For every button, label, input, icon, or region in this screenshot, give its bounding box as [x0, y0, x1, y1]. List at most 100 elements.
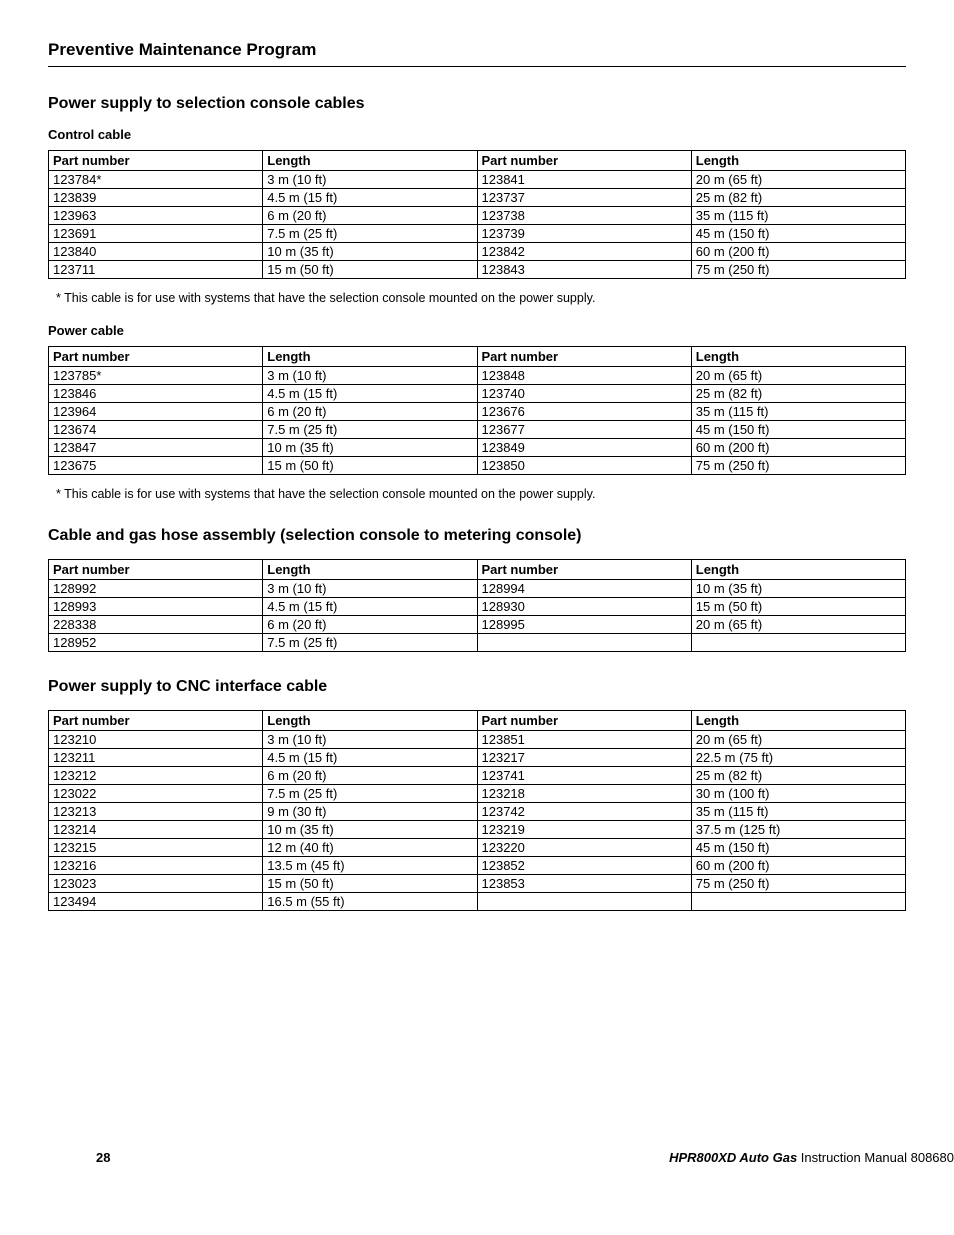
table-cell: 20 m (65 ft) — [691, 616, 905, 634]
table-cell: 123851 — [477, 731, 691, 749]
column-header: Length — [691, 151, 905, 171]
table-cell: 123849 — [477, 439, 691, 457]
table-cell: 123215 — [49, 839, 263, 857]
table-cell: 75 m (250 ft) — [691, 875, 905, 893]
table-cell: 25 m (82 ft) — [691, 767, 905, 785]
table-cell: 15 m (50 ft) — [263, 261, 477, 279]
table-cell: 123214 — [49, 821, 263, 839]
table-cell: 20 m (65 ft) — [691, 171, 905, 189]
table-cell: 123840 — [49, 243, 263, 261]
table-cell: 35 m (115 ft) — [691, 403, 905, 421]
page-footer: 28 HPR800XD Auto Gas Instruction Manual … — [96, 1150, 954, 1165]
table-cell: 10 m (35 ft) — [263, 439, 477, 457]
table-cell: 123853 — [477, 875, 691, 893]
subheading-power-cable: Power cable — [48, 323, 906, 338]
table-cell: 60 m (200 ft) — [691, 439, 905, 457]
column-header: Part number — [49, 711, 263, 731]
table-row: 12371115 m (50 ft)12384375 m (250 ft) — [49, 261, 906, 279]
table-cell: 128952 — [49, 634, 263, 652]
column-header: Length — [691, 560, 905, 580]
table-cell: 123784* — [49, 171, 263, 189]
table-row: 1236747.5 m (25 ft)12367745 m (150 ft) — [49, 421, 906, 439]
table-cell: 123494 — [49, 893, 263, 911]
section-title-cnc-cable: Power supply to CNC interface cable — [48, 678, 906, 696]
table-cell: 45 m (150 ft) — [691, 421, 905, 439]
table-cell: 123848 — [477, 367, 691, 385]
table-row: 1289934.5 m (15 ft)12893015 m (50 ft) — [49, 598, 906, 616]
table-row: 12349416.5 m (55 ft) — [49, 893, 906, 911]
table-cell: 123741 — [477, 767, 691, 785]
table-row: 1289527.5 m (25 ft) — [49, 634, 906, 652]
table-row: 12321512 m (40 ft)12322045 m (150 ft) — [49, 839, 906, 857]
column-header: Length — [691, 711, 905, 731]
table-cell: 123213 — [49, 803, 263, 821]
table-cell: 123211 — [49, 749, 263, 767]
table-cell: 123212 — [49, 767, 263, 785]
table-cell: 6 m (20 ft) — [263, 767, 477, 785]
column-header: Length — [691, 347, 905, 367]
table-cell: 4.5 m (15 ft) — [263, 189, 477, 207]
table-cell: 4.5 m (15 ft) — [263, 598, 477, 616]
table-cell: 35 m (115 ft) — [691, 803, 905, 821]
table-cell: 20 m (65 ft) — [691, 731, 905, 749]
table-row: 1239646 m (20 ft)12367635 m (115 ft) — [49, 403, 906, 421]
column-header: Part number — [477, 347, 691, 367]
column-header: Part number — [477, 711, 691, 731]
table-cell: 123963 — [49, 207, 263, 225]
table-cell: 9 m (30 ft) — [263, 803, 477, 821]
table-cell: 75 m (250 ft) — [691, 261, 905, 279]
table-row: 1238394.5 m (15 ft)12373725 m (82 ft) — [49, 189, 906, 207]
table-cell: 13.5 m (45 ft) — [263, 857, 477, 875]
table-row: 1239636 m (20 ft)12373835 m (115 ft) — [49, 207, 906, 225]
table-cell: 10 m (35 ft) — [263, 243, 477, 261]
table-row: 12321410 m (35 ft)12321937.5 m (125 ft) — [49, 821, 906, 839]
table-cell: 60 m (200 ft) — [691, 857, 905, 875]
table-cell: 128993 — [49, 598, 263, 616]
table-cell: 123738 — [477, 207, 691, 225]
table-cell: 123676 — [477, 403, 691, 421]
table-cell: 228338 — [49, 616, 263, 634]
table-cell: 6 m (20 ft) — [263, 403, 477, 421]
footer-doc: Instruction Manual 808680 — [797, 1150, 954, 1165]
table-row: 1238464.5 m (15 ft)12374025 m (82 ft) — [49, 385, 906, 403]
table-cell: 123742 — [477, 803, 691, 821]
table-cell: 3 m (10 ft) — [263, 731, 477, 749]
table-cell: 60 m (200 ft) — [691, 243, 905, 261]
table-cell: 123846 — [49, 385, 263, 403]
table-cell: 123740 — [477, 385, 691, 403]
footnote-control-cable: * This cable is for use with systems tha… — [56, 291, 906, 305]
table-cell: 123739 — [477, 225, 691, 243]
table-control-cable: Part numberLengthPart numberLength123784… — [48, 150, 906, 279]
table-cell — [691, 634, 905, 652]
table-cell: 123691 — [49, 225, 263, 243]
table-cell: 128995 — [477, 616, 691, 634]
table-power-cable: Part numberLengthPart numberLength123785… — [48, 346, 906, 475]
table-cell: 123216 — [49, 857, 263, 875]
table-cell — [477, 634, 691, 652]
column-header: Length — [263, 711, 477, 731]
table-cell: 123843 — [477, 261, 691, 279]
table-row: 1230227.5 m (25 ft)12321830 m (100 ft) — [49, 785, 906, 803]
table-row: 12384010 m (35 ft)12384260 m (200 ft) — [49, 243, 906, 261]
table-cell: 123852 — [477, 857, 691, 875]
table-cell: 45 m (150 ft) — [691, 839, 905, 857]
table-cell: 123218 — [477, 785, 691, 803]
column-header: Part number — [49, 151, 263, 171]
table-cell: 123220 — [477, 839, 691, 857]
table-cell: 45 m (150 ft) — [691, 225, 905, 243]
table-cell: 6 m (20 ft) — [263, 207, 477, 225]
table-cell: 20 m (65 ft) — [691, 367, 905, 385]
table-cell: 3 m (10 ft) — [263, 367, 477, 385]
table-row: 1232126 m (20 ft)12374125 m (82 ft) — [49, 767, 906, 785]
table-row: 1236917.5 m (25 ft)12373945 m (150 ft) — [49, 225, 906, 243]
table-cell: 123022 — [49, 785, 263, 803]
table-cell: 123839 — [49, 189, 263, 207]
table-row: 12367515 m (50 ft)12385075 m (250 ft) — [49, 457, 906, 475]
table-row: 12384710 m (35 ft)12384960 m (200 ft) — [49, 439, 906, 457]
table-cell: 123677 — [477, 421, 691, 439]
table-cell: 75 m (250 ft) — [691, 457, 905, 475]
table-gas-hose: Part numberLengthPart numberLength128992… — [48, 559, 906, 652]
table-cell: 123842 — [477, 243, 691, 261]
table-cell: 15 m (50 ft) — [263, 875, 477, 893]
table-row: 1232114.5 m (15 ft)12321722.5 m (75 ft) — [49, 749, 906, 767]
